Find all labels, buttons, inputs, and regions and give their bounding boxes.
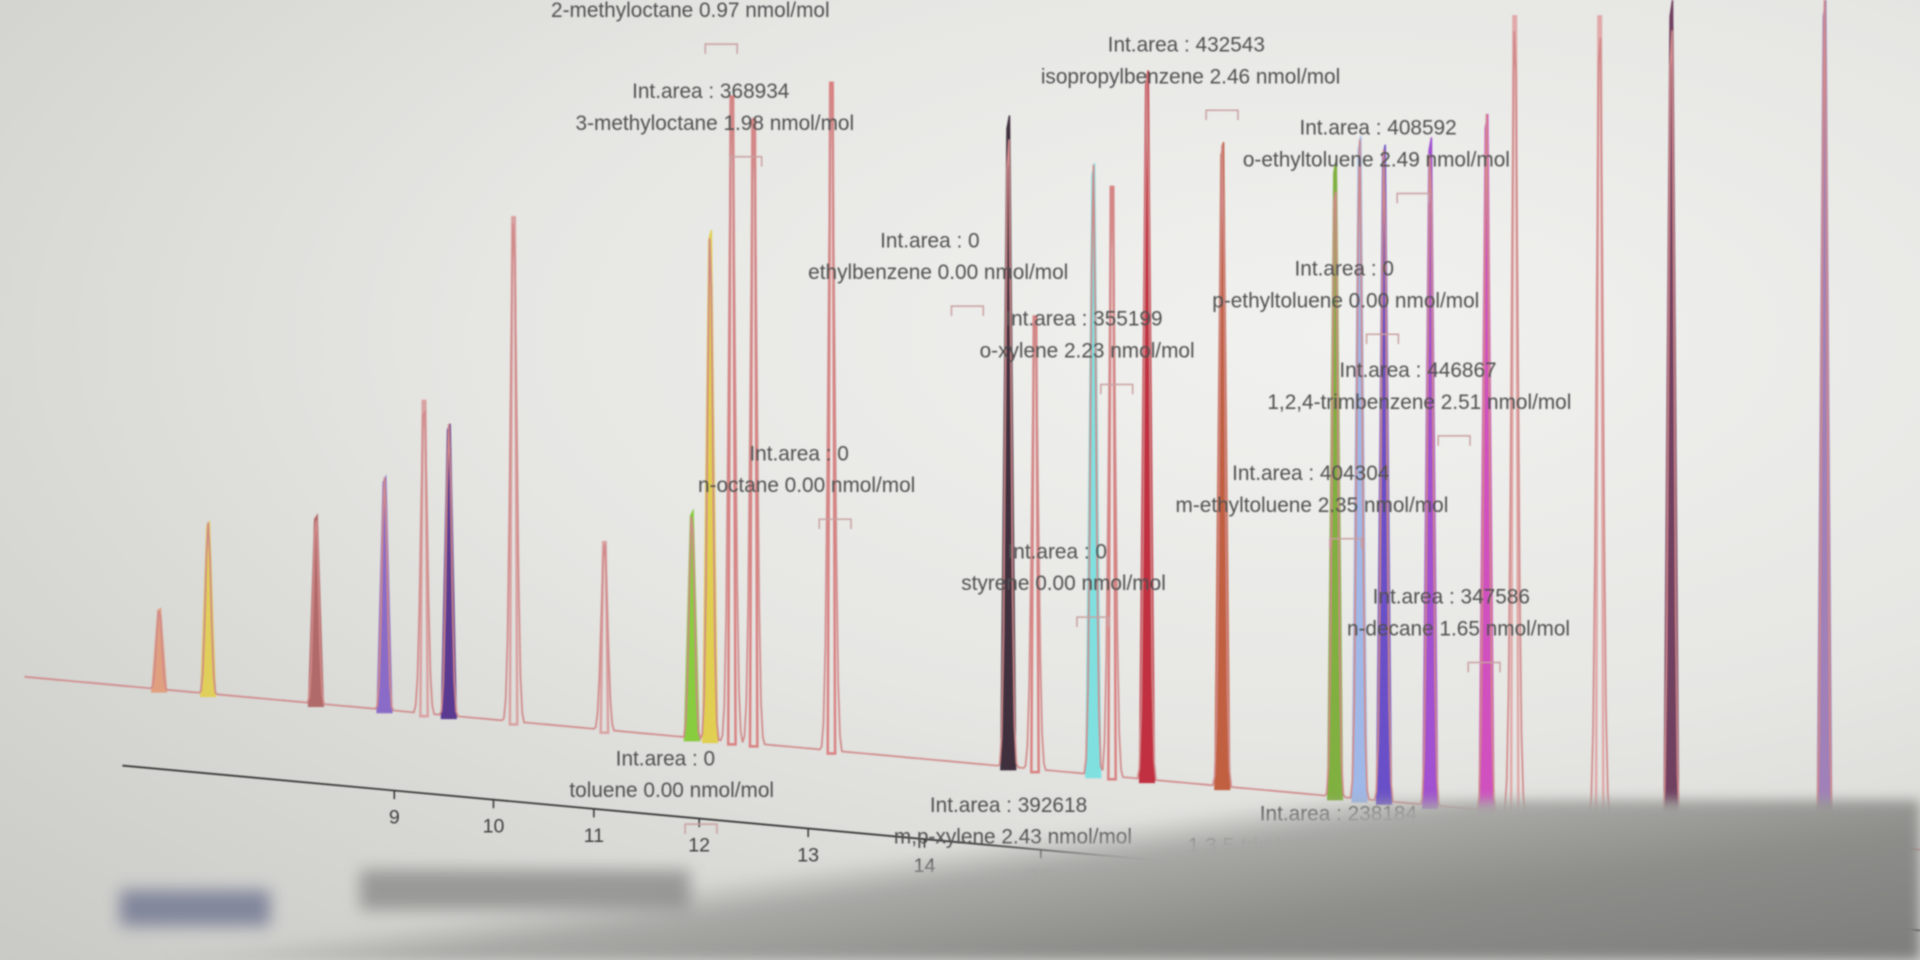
int-area-label: Int.area : 0 bbox=[616, 747, 715, 770]
peak-bracket bbox=[1396, 192, 1430, 204]
compound-label: isopropylbenzene 2.46 nmol/mol bbox=[1041, 65, 1340, 88]
compound-label: 1,2,4-trimbenzene 2.51 nmol/mol bbox=[1267, 391, 1571, 414]
compound-label: m-ethyltoluene 2.35 nmol/mol bbox=[1176, 494, 1449, 517]
peak-bracket bbox=[1205, 109, 1239, 121]
peak-bracket bbox=[1437, 435, 1471, 446]
compound-label: o-ethyltoluene 2.49 nmol/mol bbox=[1243, 149, 1510, 172]
compound-label: toluene 0.00 nmol/mol bbox=[569, 779, 774, 802]
peak-bracket bbox=[1329, 538, 1363, 549]
compound-label: n-decane 1.65 nmol/mol bbox=[1347, 618, 1570, 641]
int-area-label: Int.area : 404304 bbox=[1232, 462, 1389, 485]
compound-label: p-ethyltoluene 0.00 nmol/mol bbox=[1212, 289, 1479, 312]
peak-bracket bbox=[818, 518, 852, 529]
peak-bracket bbox=[729, 156, 763, 167]
peak-bracket bbox=[1365, 333, 1400, 345]
int-area-label: Int.area : 446867 bbox=[1339, 359, 1496, 382]
compound-label: n-octane 0.00 nmol/mol bbox=[698, 474, 915, 497]
int-area-label: Int.area : 355199 bbox=[1005, 308, 1162, 331]
int-area-label: Int.area : 368934 bbox=[632, 80, 789, 103]
taskbar-button[interactable] bbox=[120, 890, 270, 926]
int-area-label: Int.area : 347586 bbox=[1373, 586, 1530, 609]
compound-label: ethylbenzene 0.00 nmol/mol bbox=[808, 261, 1068, 284]
peak-bracket bbox=[1467, 661, 1501, 673]
window-bottom-bar bbox=[0, 800, 1920, 960]
chromatogram-trace bbox=[24, 0, 1920, 851]
peak-24 bbox=[1509, 15, 1520, 818]
peak-bracket bbox=[1076, 616, 1110, 627]
compound-label: styrene 0.00 nmol/mol bbox=[961, 572, 1166, 595]
peak-25 bbox=[1594, 15, 1605, 826]
int-area-label: Int.area : 432543 bbox=[1108, 33, 1265, 56]
compound-label: o-xylene 2.23 nmol/mol bbox=[980, 340, 1195, 363]
int-area-label: Int.area : 408592 bbox=[1299, 117, 1456, 140]
int-area-label: Int.area : 0 bbox=[1008, 540, 1107, 563]
peak-bracket bbox=[1100, 383, 1134, 395]
peak-bracket bbox=[950, 305, 985, 316]
scrollbar[interactable] bbox=[360, 870, 690, 910]
peak-annotations: 2-methyloctane 0.97 nmol/mol Int.area : 3… bbox=[551, 0, 1571, 889]
int-area-label: Int.area : 0 bbox=[749, 442, 848, 465]
peak-12 bbox=[826, 81, 837, 755]
peak-4 bbox=[419, 399, 429, 718]
compound-label: 3-methyloctane 1.98 nmol/mol bbox=[576, 112, 855, 135]
peaks-layer bbox=[151, 0, 1833, 846]
compound-label: 2-methyloctane 0.97 nmol/mol bbox=[551, 0, 830, 22]
int-area-label: Int.area : 0 bbox=[880, 229, 979, 252]
peak-bracket bbox=[704, 43, 738, 54]
int-area-label: Int.area : 0 bbox=[1295, 258, 1394, 281]
